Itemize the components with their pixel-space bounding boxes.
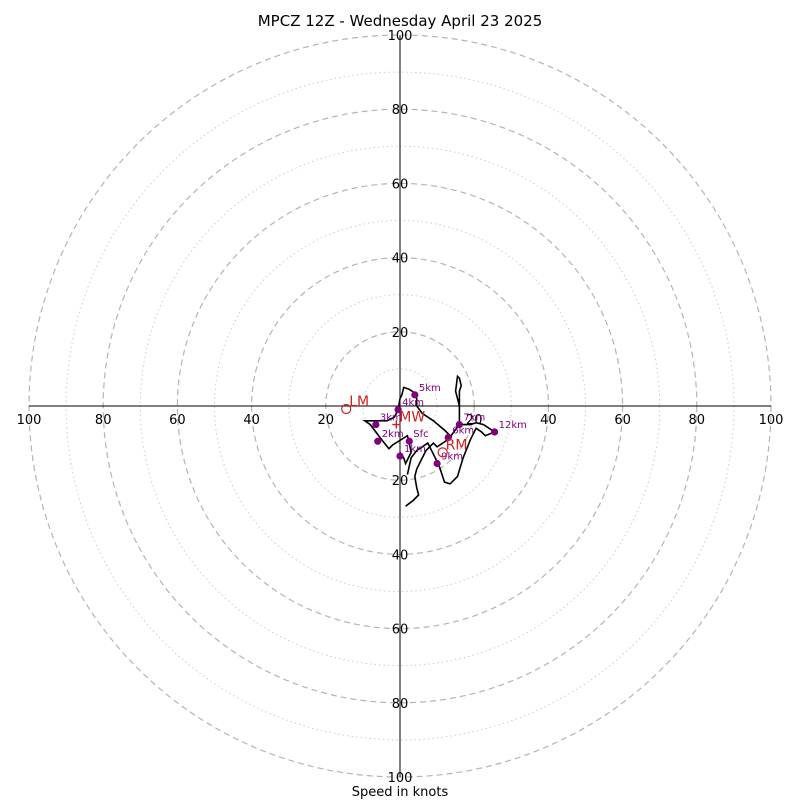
height-label-1km: 1km: [404, 444, 426, 455]
tick-label-south-80: 80: [392, 697, 409, 712]
height-label-3km: 3km: [380, 413, 402, 424]
height-label-2km: 2km: [382, 429, 404, 440]
tick-label-north-40: 40: [392, 252, 409, 267]
tick-label-east-40: 40: [540, 413, 557, 428]
height-marker-6km: [444, 433, 452, 442]
height-marker-3km: [372, 420, 380, 429]
storm-label-RM: RM: [446, 437, 468, 453]
storm-label-MW: MW: [399, 410, 425, 426]
height-marker-5km: [411, 391, 419, 399]
tick-label-east-60: 60: [614, 413, 631, 428]
hodograph-trace: [362, 374, 497, 507]
tick-label-south-40: 40: [392, 548, 409, 563]
tick-label-north-100: 100: [388, 29, 413, 44]
tick-label-west-40: 40: [243, 413, 260, 428]
axes: [29, 35, 771, 777]
height-label-5km: 5km: [419, 383, 441, 394]
tick-label-east-100: 100: [759, 413, 784, 428]
height-marker-4km: [394, 406, 402, 414]
storm-label-LM: LM: [349, 394, 369, 410]
height-label-9km: 9km: [441, 452, 463, 463]
tick-label-west-60: 60: [169, 413, 186, 428]
tick-label-south-20: 20: [392, 474, 409, 489]
height-label-7km: 7km: [463, 413, 485, 424]
tick-label-south-100: 100: [388, 771, 413, 786]
height-marker-12km: [491, 428, 499, 436]
height-marker-2km: [374, 437, 382, 445]
chart-title: MPCZ 12Z - Wednesday April 23 2025: [258, 12, 543, 30]
height-label-4km: 4km: [402, 398, 424, 409]
tick-label-east-80: 80: [689, 413, 706, 428]
storm-marker-RM: [437, 447, 448, 458]
tick-label-west-80: 80: [95, 413, 112, 428]
height-marker-1km: [396, 452, 404, 460]
height-label-12km: 12km: [499, 420, 527, 431]
tick-label-west-100: 100: [17, 413, 42, 428]
tick-label-west-20: 20: [318, 413, 335, 428]
tick-label-south-60: 60: [392, 623, 409, 638]
storm-motion-markers: LM RM MW: [341, 394, 468, 458]
height-marker-Sfc: [405, 437, 413, 445]
height-marker-9km: [433, 459, 441, 468]
storm-marker-LM: [341, 403, 352, 415]
height-label-6km: 6km: [452, 426, 474, 437]
tick-label-north-20: 20: [392, 326, 409, 341]
height-label-Sfc: Sfc: [413, 429, 428, 440]
x-axis-label: Speed in knots: [352, 785, 449, 800]
tick-label-north-60: 60: [392, 177, 409, 192]
hodograph-line-upper: [405, 374, 497, 507]
tick-label-north-80: 80: [392, 103, 409, 118]
height-marker-7km: [455, 420, 463, 429]
